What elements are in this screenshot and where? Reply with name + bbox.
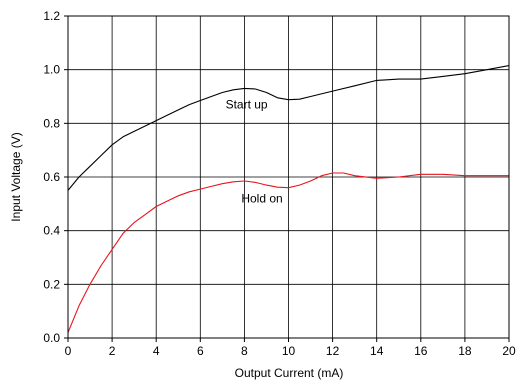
y-tick-label: 1.2 — [43, 9, 60, 23]
y-tick-label: 1.0 — [43, 63, 60, 77]
y-tick-label: 0.2 — [43, 277, 60, 291]
ticks — [64, 15, 510, 342]
series-lines — [67, 65, 510, 333]
annotations: Start up Hold on — [226, 98, 283, 206]
annotation-hold-on: Hold on — [241, 191, 282, 205]
x-tick-label: 6 — [197, 344, 204, 358]
x-tick-label: 18 — [458, 344, 472, 358]
x-tick-label: 16 — [414, 344, 428, 358]
x-axis-label: Output Current (mA) — [235, 366, 344, 380]
y-tick-label: 0.4 — [43, 224, 60, 238]
x-tick-label: 14 — [370, 344, 384, 358]
annotation-start-up: Start up — [226, 98, 268, 112]
y-tick-label: 0.8 — [43, 116, 60, 130]
x-tick-label: 4 — [153, 344, 160, 358]
y-axis-label: Input Voltage (V) — [9, 132, 23, 221]
x-tick-label: 0 — [65, 344, 72, 358]
series-line-start-up — [67, 65, 510, 191]
series-line-hold-on — [67, 172, 509, 333]
y-tick-label: 0.6 — [43, 170, 60, 184]
gridlines — [67, 15, 510, 339]
x-tick-label: 20 — [502, 344, 516, 358]
y-tick-label: 0.0 — [43, 331, 60, 345]
x-tick-label: 2 — [109, 344, 116, 358]
x-tick-label: 12 — [326, 344, 340, 358]
tick-labels: 0 2 4 6 8 10 12 14 16 18 20 0.0 0.2 0.4 0.6 0.8 1.0 1.2 — [43, 9, 516, 358]
x-tick-label: 8 — [241, 344, 248, 358]
x-tick-label: 10 — [282, 344, 296, 358]
